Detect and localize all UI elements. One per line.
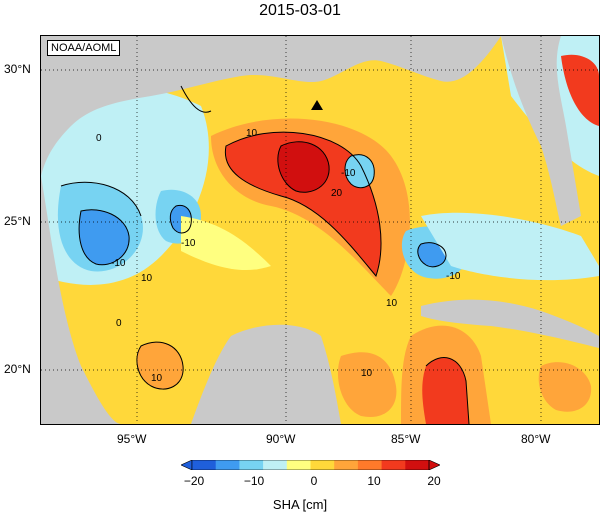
contour-label: 10 — [386, 298, 398, 309]
atlantic-high — [561, 54, 599, 126]
sea-height-map: 10 -10 0 20 -10 -10 10 10 10 0 10 -10 — [40, 35, 600, 425]
contours — [60, 85, 470, 424]
lat-label: 25°N — [4, 214, 31, 228]
colorbar-tick: 0 — [310, 474, 318, 488]
lon-label: 80°W — [521, 432, 551, 446]
colorbar-segment — [286, 460, 311, 470]
credit-label: NOAA/AOML — [47, 40, 121, 56]
colorbar-title: SHA [cm] — [272, 497, 328, 512]
colorbar-segment — [239, 460, 264, 470]
colorbar-segment — [215, 460, 240, 470]
contour-label: 10 — [246, 128, 258, 139]
contour-label: -10 — [111, 258, 126, 269]
contour-label: -10 — [446, 271, 461, 282]
east-caribbean-high — [538, 362, 592, 412]
lon-label: 95°W — [117, 432, 147, 446]
lat-label: 20°N — [4, 362, 31, 376]
triangle-marker-icon — [311, 100, 323, 110]
caribbean-core — [422, 357, 469, 424]
loop-core — [277, 141, 330, 193]
contour-label: 10 — [141, 273, 153, 284]
colorbar-segment — [381, 460, 406, 470]
lat-label: 30°N — [4, 62, 31, 76]
east-low-core — [417, 242, 446, 267]
colorbar-segment — [310, 460, 335, 470]
map-canvas: 10 -10 0 20 -10 -10 10 10 10 0 10 -10 — [41, 36, 599, 424]
colorbar-high-arrow — [428, 460, 440, 470]
central-band — [181, 216, 271, 271]
contour-label: 0 — [96, 133, 102, 144]
colorbar-low-arrow — [181, 460, 193, 470]
east-shelf — [421, 212, 599, 281]
west-low-core — [79, 209, 130, 265]
colorbar — [181, 460, 440, 470]
colorbar-segment — [405, 460, 430, 470]
florida-peninsula — [501, 36, 581, 226]
lon-label: 85°W — [391, 432, 421, 446]
contour-label: 20 — [331, 188, 343, 199]
mexico-west-land — [41, 176, 121, 424]
north-america-land — [41, 36, 501, 176]
colorbar-tick: −20 — [183, 474, 205, 488]
contour-label: 10 — [361, 368, 373, 379]
colorbar-segment — [263, 460, 288, 470]
contour-labels: 10 -10 0 20 -10 -10 10 10 10 0 10 -10 — [96, 128, 461, 384]
cuba-land — [421, 299, 599, 348]
map-title: 2015-03-01 — [259, 2, 341, 19]
graticule — [41, 36, 599, 424]
contour-label: 10 — [151, 373, 163, 384]
colorbar-segment — [192, 460, 217, 470]
colorbar-segment — [357, 460, 383, 470]
bay-high — [136, 342, 184, 390]
colorbar-tick: 10 — [367, 474, 381, 488]
colorbar-border — [191, 460, 430, 470]
colorbar-tick: −10 — [243, 474, 265, 488]
loop-current — [225, 132, 381, 276]
contour-label: 0 — [116, 318, 122, 329]
yucatan-land — [191, 324, 341, 424]
lon-label: 90°W — [266, 432, 296, 446]
contour-label: -10 — [181, 238, 196, 249]
yucatan-high — [337, 352, 397, 417]
contour-label: -10 — [341, 168, 356, 179]
colorbar-segment — [334, 460, 359, 470]
colorbar-tick: 20 — [427, 474, 441, 488]
